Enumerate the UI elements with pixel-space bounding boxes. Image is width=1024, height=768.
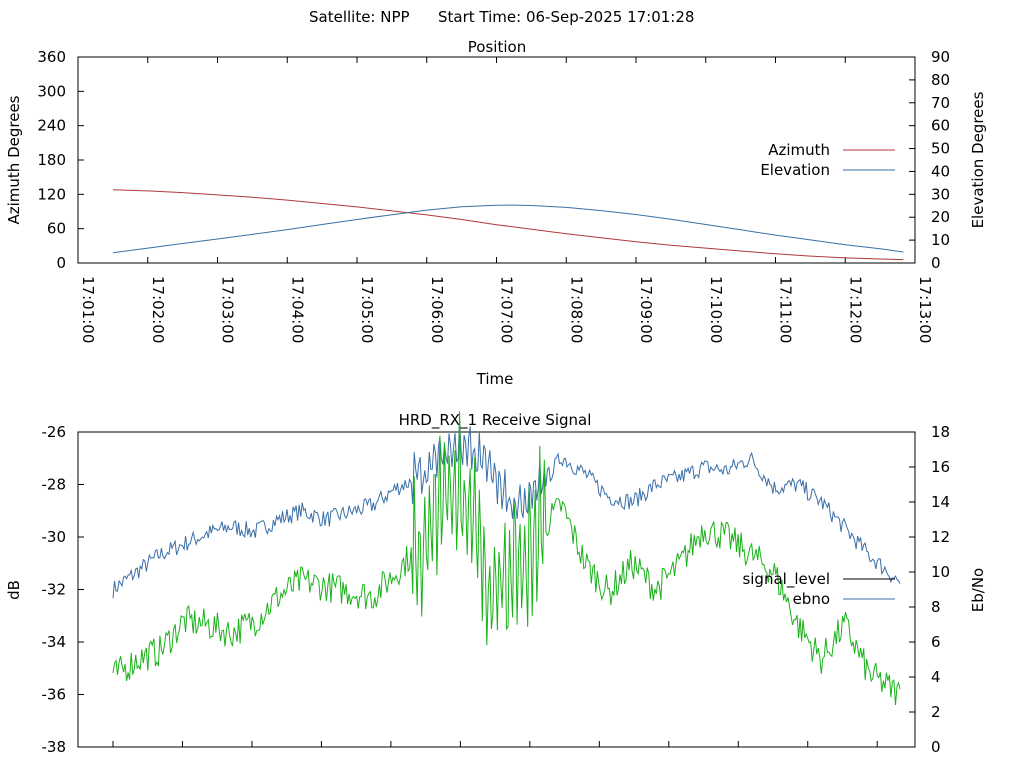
chart2-y2tick-label: 0	[931, 738, 941, 756]
chart1-xtick-label: 17:09:00	[637, 276, 655, 343]
chart2-ytick-label: -38	[42, 738, 67, 756]
chart2-y2tick-label: 10	[931, 563, 950, 581]
chart2-y2tick-label: 14	[931, 493, 950, 511]
chart1-frame	[77, 56, 916, 264]
chart1-ylabel: Azimuth Degrees	[5, 95, 23, 224]
chart2-ytick-label: -36	[42, 686, 67, 704]
chart2-axes: -38 -36 -34 -32 -30 -28 -26 0 2 4 6 8 10 12 14 16 18	[42, 423, 951, 756]
chart1-y2tick-label: 50	[931, 140, 950, 158]
chart2-ytick-label: -30	[42, 528, 67, 546]
chart1-legend-label: Azimuth	[768, 141, 830, 159]
chart2-legend-label: ebno	[793, 590, 830, 608]
chart1-y2tick-label: 90	[931, 48, 950, 66]
chart1-xtick-label: 17:10:00	[707, 276, 725, 343]
chart1-legend-label: Elevation	[760, 161, 830, 179]
chart1-ytick-label: 360	[37, 48, 66, 66]
chart1-y2tick-label: 80	[931, 71, 950, 89]
chart1-series	[112, 189, 904, 261]
chart1-series-elevation-line	[112, 204, 904, 254]
chart1-xtick-label: 17:04:00	[288, 276, 306, 343]
chart2-legend-label: signal_level	[742, 570, 830, 589]
chart1-ytick-label: 120	[37, 185, 66, 203]
chart2-ytick-label: -28	[42, 476, 67, 494]
chart1-y2tick-label: 70	[931, 94, 950, 112]
chart1-xtick-label: 17:02:00	[149, 276, 167, 343]
chart1-y2label: Elevation Degrees	[969, 91, 987, 228]
chart2-series-unlabeled-green-line	[112, 411, 901, 706]
chart1-ytick-label: 180	[37, 151, 66, 169]
chart1-xtick-label: 17:06:00	[428, 276, 446, 343]
chart1-xtick-label: 17:01:00	[79, 276, 97, 343]
chart1-ytick-label: 300	[37, 82, 66, 100]
chart1-ytick-label: 240	[37, 117, 66, 135]
chart2-y2tick-label: 8	[931, 598, 941, 616]
chart1-y2tick-label: 40	[931, 162, 950, 180]
chart2-y2tick-label: 6	[931, 633, 941, 651]
chart1-ytick-label: 0	[56, 254, 66, 272]
chart1-xtick-label: 17:13:00	[916, 276, 934, 343]
chart1-xtick-label: 17:08:00	[567, 276, 585, 343]
chart1-series-azimuth-line	[112, 189, 904, 261]
chart2-series-ebno-line	[112, 418, 901, 599]
chart1-xtick-label: 17:03:00	[219, 276, 237, 343]
chart1-y2tick-label: 30	[931, 185, 950, 203]
chart1-y2tick-label: 20	[931, 208, 950, 226]
chart1-y2tick-label: 60	[931, 117, 950, 135]
chart1-y2tick-label: 10	[931, 231, 950, 249]
chart2-ytick-label: -32	[42, 581, 67, 599]
chart2-y2tick-label: 12	[931, 528, 950, 546]
chart1-axes: 0 60 120 180 240 300 360 0 10 20 30 40 50 60 70 80 90 17:…	[37, 48, 950, 343]
chart1-legend: Azimuth Elevation	[760, 141, 895, 179]
chart2-y2tick-label: 18	[931, 423, 950, 441]
header-satellite: Satellite: NPP	[309, 8, 410, 26]
chart2-y2label: Eb/No	[969, 568, 987, 612]
chart2-title: HRD_RX_1 Receive Signal	[399, 411, 592, 430]
chart1-xtick-label: 17:12:00	[846, 276, 864, 343]
chart1-ytick-label: 60	[47, 220, 66, 238]
chart1-xtick-label: 17:11:00	[777, 276, 795, 343]
chart2-y2tick-label: 2	[931, 703, 941, 721]
chart1-y2tick-label: 0	[931, 254, 941, 272]
chart1-title: Position	[468, 38, 526, 56]
chart2-ytick-label: -34	[42, 633, 67, 651]
header-start-time: Start Time: 06-Sep-2025 17:01:28	[438, 8, 694, 26]
chart2-series	[112, 411, 901, 706]
chart1-xlabel: Time	[476, 370, 514, 388]
chart2-ytick-label: -26	[42, 423, 67, 441]
chart1-xtick-label: 17:07:00	[498, 276, 516, 343]
chart2-y2tick-label: 16	[931, 458, 950, 476]
chart2-ylabel: dB	[5, 580, 23, 600]
chart2-y2tick-label: 4	[931, 668, 941, 686]
chart1-xtick-label: 17:05:00	[358, 276, 376, 343]
